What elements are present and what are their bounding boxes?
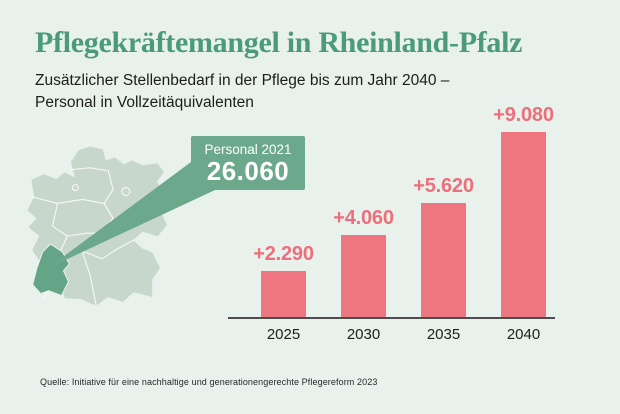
subtitle-line-2: Personal in Vollzeitäquivalenten — [35, 94, 254, 111]
callout-pointer — [48, 162, 215, 268]
x-tick-label-2040: 2040 — [506, 326, 541, 343]
source-note: Quelle: Initiative für eine nachhaltige … — [40, 377, 378, 387]
bar-2025 — [261, 271, 306, 318]
region-rheinland-pfalz-highlight — [32, 243, 70, 297]
subtitle: Zusätzlicher Stellenbedarf in der Pflege… — [35, 70, 465, 114]
callout-label: Personal 2021 — [204, 142, 292, 157]
x-tick-label-2035: 2035 — [426, 326, 461, 343]
bar-value-label-2040: +9.080 — [493, 104, 554, 126]
bar-value-label-2030: +4.060 — [333, 207, 394, 229]
callout-value: 26.060 — [206, 156, 290, 186]
page-title: Pflegekräftemangel in Rheinland-Pfalz — [35, 26, 523, 59]
subtitle-line-1: Zusätzlicher Stellenbedarf in der Pflege… — [35, 72, 450, 89]
bar-value-label-2025: +2.290 — [253, 243, 314, 265]
x-axis-line — [228, 317, 555, 319]
bar-2040 — [501, 132, 546, 318]
x-tick-label-2025: 2025 — [266, 326, 301, 343]
bar-2030 — [341, 235, 386, 318]
bar-2035 — [421, 203, 466, 318]
x-tick-label-2030: 2030 — [346, 326, 381, 343]
germany-map — [26, 145, 169, 308]
callout-personal-2021: Personal 2021 26.060 — [191, 136, 305, 190]
bar-value-label-2035: +5.620 — [413, 175, 474, 197]
